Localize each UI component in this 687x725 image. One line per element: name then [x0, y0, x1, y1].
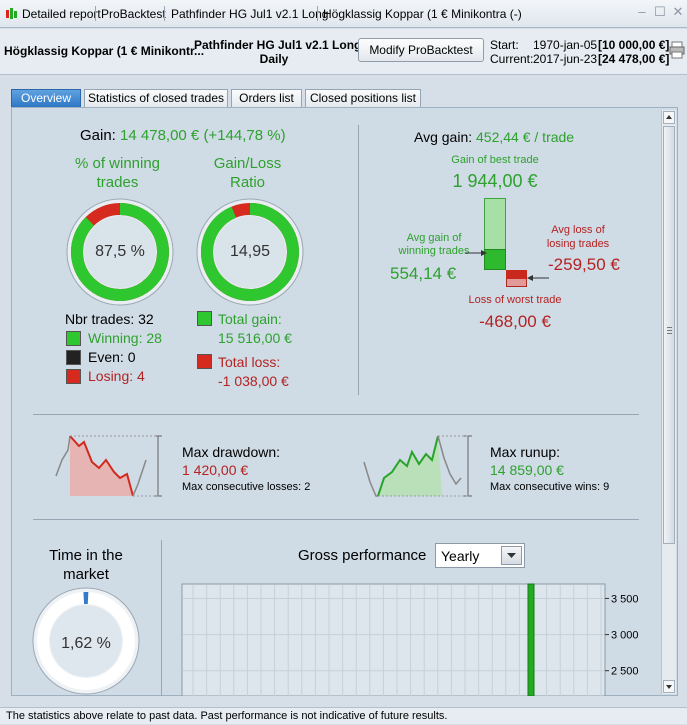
- y-tick-label: 3 500: [611, 593, 639, 605]
- start-date: 1970-jan-05: [533, 38, 598, 52]
- total-gain-swatch: [197, 311, 212, 326]
- period-select-value: Yearly: [441, 548, 480, 564]
- best-trade-value: 1 944,00 €: [452, 171, 538, 191]
- section-divider: [358, 125, 359, 395]
- ratio-ring-fill: [201, 203, 299, 301]
- tab-statistics-closed-trades[interactable]: Statistics of closed trades: [84, 89, 228, 107]
- max-consecutive-losses: Max consecutive losses: 2: [182, 481, 311, 493]
- max-consecutive-wins: Max consecutive wins: 9: [490, 481, 610, 493]
- start-label: Start:: [490, 38, 519, 52]
- strategy-name: Pathfinder HG Jul1 v2.1 Long: [194, 38, 362, 52]
- winning-swatch: [66, 331, 81, 346]
- time-in-market-donut: [32, 587, 140, 695]
- section-divider-v2: [161, 540, 162, 696]
- gross-performance-title: Gross performance: [298, 547, 427, 564]
- report-header: [0, 29, 687, 75]
- avg-win-label: Avg gain of winning trades: [398, 232, 470, 257]
- gain-value: 14 478,00 € (+144,78 %): [120, 127, 286, 144]
- avg-gain-summary: Avg gain: 452,44 € / trade: [414, 129, 574, 145]
- worst-trade-label: Loss of worst trade: [468, 294, 562, 306]
- total-loss-swatch: [197, 354, 212, 369]
- losing-count: Losing: 4: [88, 368, 145, 384]
- tab-overview[interactable]: Overview: [11, 89, 81, 107]
- crumb-probacktest[interactable]: ProBacktest: [101, 7, 166, 21]
- winning-trades-donut: [66, 198, 174, 306]
- gross-performance-chart: 3 500 3 000 2 500: [181, 583, 639, 696]
- drawdown-sparkline: [55, 435, 162, 497]
- title-bar: Detailed report ProBacktest Pathfinder H…: [0, 0, 687, 28]
- disclaimer-footer: The statistics above relate to past data…: [0, 707, 687, 724]
- max-runup-label: Max runup:: [490, 444, 561, 460]
- even-swatch: [66, 350, 81, 365]
- avg-win-arrow-icon: [465, 250, 487, 256]
- total-loss-value: -1 038,00 €: [218, 373, 289, 389]
- time-ring-fill: [37, 592, 135, 690]
- best-trade-label: Gain of best trade: [451, 154, 539, 166]
- crumb-separator: [95, 6, 96, 21]
- scroll-down-icon[interactable]: [663, 680, 675, 693]
- current-value: [24 478,00 €]: [598, 52, 670, 66]
- current-date: 2017-jun-23: [533, 52, 598, 66]
- even-count: Even: 0: [88, 349, 136, 365]
- scroll-up-icon[interactable]: [663, 111, 675, 124]
- total-loss-label: Total loss:: [218, 354, 281, 370]
- tab-orders-list[interactable]: Orders list: [231, 89, 302, 107]
- winning-ring-fill: [71, 203, 169, 301]
- modify-probacktest-button[interactable]: Modify ProBacktest: [358, 38, 484, 62]
- y-tick-label: 3 000: [611, 630, 639, 642]
- close-icon[interactable]: ✕: [672, 4, 684, 19]
- worst-trade-value: -468,00 €: [479, 312, 551, 331]
- winning-count: Winning: 28: [88, 330, 162, 346]
- runup-sparkline: [363, 435, 472, 497]
- crumb-separator: [317, 6, 318, 21]
- max-drawdown-label: Max drawdown:: [182, 444, 281, 460]
- gain-loss-ratio-title: Gain/Loss Ratio: [213, 155, 282, 191]
- section-divider-h2: [33, 519, 639, 520]
- app-logo-icon: [5, 7, 19, 21]
- total-gain-label: Total gain:: [218, 311, 282, 327]
- maximize-icon[interactable]: ☐: [654, 4, 666, 19]
- total-gain-value: 15 516,00 €: [218, 330, 292, 346]
- crumb-instrument[interactable]: Högklassig Koppar (1 € Minikontra (-): [323, 7, 522, 21]
- chevron-down-icon[interactable]: [501, 546, 522, 565]
- print-icon[interactable]: [669, 41, 685, 62]
- y-tick-label: 2 500: [611, 666, 639, 678]
- start-value: [10 000,00 €]: [598, 38, 670, 52]
- avg-loss-bar: [506, 270, 527, 279]
- nbr-trades: Nbr trades: 32: [65, 311, 154, 327]
- avg-loss-label: Avg loss of losing trades: [546, 224, 610, 250]
- winning-percent: 87,5 %: [95, 243, 145, 260]
- avg-loss-value: -259,50 €: [548, 255, 620, 274]
- avg-win-bar: [484, 249, 506, 270]
- timeframe-label: Daily: [259, 52, 289, 66]
- scroll-thumb[interactable]: [663, 126, 675, 544]
- gain-loss-ratio-donut: [196, 198, 304, 306]
- current-label: Current:: [490, 52, 534, 66]
- period-select[interactable]: Yearly: [435, 543, 525, 568]
- time-in-market-value: 1,62 %: [61, 635, 111, 652]
- performance-bar: [527, 583, 535, 696]
- tab-closed-positions-list[interactable]: Closed positions list: [305, 89, 421, 107]
- section-divider-h1: [33, 414, 639, 415]
- crumb-detailed-report[interactable]: Detailed report: [22, 7, 101, 21]
- minimize-icon[interactable]: –: [638, 4, 646, 19]
- instrument-name: Högklassig Koppar (1 € Minikontr...: [4, 44, 205, 58]
- crumb-separator: [164, 6, 165, 21]
- avg-loss-arrow-icon: [527, 275, 549, 281]
- crumb-strategy[interactable]: Pathfinder HG Jul1 v2.1 Long: [171, 7, 329, 21]
- max-drawdown-value: 1 420,00 €: [182, 462, 249, 478]
- max-runup-value: 14 859,00 €: [490, 462, 564, 478]
- gain-loss-ratio-value: 14,95: [229, 243, 271, 260]
- avg-win-value: 554,14 €: [390, 264, 457, 283]
- losing-swatch: [66, 369, 81, 384]
- avg-gain-label: Avg gain:: [414, 129, 473, 145]
- gain-label: Gain:: [80, 127, 116, 144]
- winning-trades-title: % of winning trades: [74, 155, 161, 191]
- vertical-scrollbar[interactable]: [661, 110, 676, 694]
- avg-gain-value: 452,44 € / trade: [476, 129, 575, 145]
- gain-summary: Gain: 14 478,00 € (+144,78 %): [80, 127, 286, 144]
- time-in-market-title: Time in the market: [49, 547, 123, 583]
